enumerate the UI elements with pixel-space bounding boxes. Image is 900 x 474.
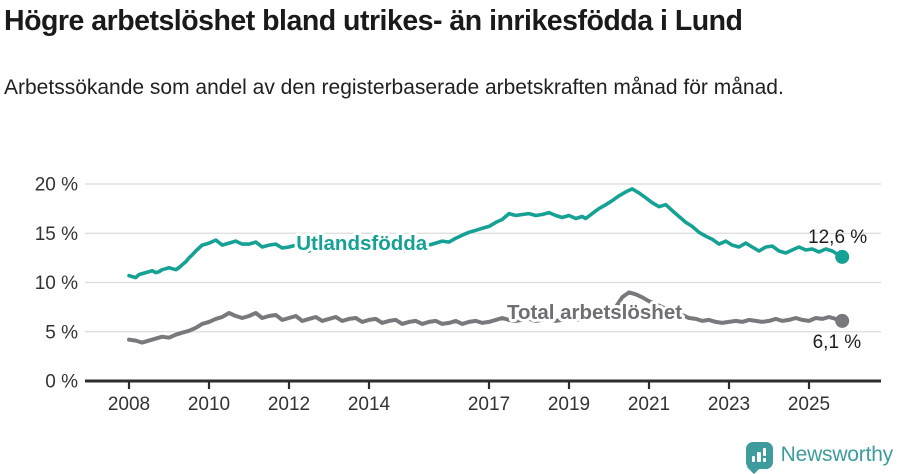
end-value-label: 12,6 % bbox=[808, 227, 867, 248]
end-point-dot bbox=[835, 249, 850, 264]
x-axis-label: 2010 bbox=[188, 394, 230, 415]
bar-chart-speech-bubble-icon bbox=[745, 441, 773, 474]
x-axis-label: 2017 bbox=[468, 394, 510, 415]
series-line-total bbox=[127, 290, 845, 345]
newsworthy-logo[interactable]: Newsworthy bbox=[745, 439, 894, 474]
x-axis-label: 2019 bbox=[548, 394, 590, 415]
x-axis-label: 2023 bbox=[708, 394, 750, 415]
series-label: Total arbetslöshet bbox=[507, 301, 682, 324]
series-line-utlandsfodda bbox=[127, 187, 845, 280]
end-value-label: 6,1 % bbox=[813, 332, 862, 353]
page-title: Högre arbetslöshet bland utrikes- än inr… bbox=[4, 5, 743, 37]
y-axis-label: 0 % bbox=[45, 372, 78, 393]
x-axis-label: 2012 bbox=[268, 394, 310, 415]
brand-name: Newsworthy bbox=[780, 443, 894, 466]
y-axis-label: 5 % bbox=[45, 322, 78, 343]
series-label: Utlandsfödda bbox=[296, 232, 428, 255]
x-axis-label: 2025 bbox=[788, 394, 830, 415]
page-subtitle: Arbetssökande som andel av den registerb… bbox=[4, 76, 784, 99]
y-axis-label: 15 % bbox=[35, 224, 78, 245]
x-axis-label: 2021 bbox=[628, 394, 670, 415]
y-axis-label: 10 % bbox=[35, 273, 78, 294]
end-point-dot bbox=[835, 313, 850, 328]
x-axis-label: 2014 bbox=[348, 394, 391, 415]
x-axis-label: 2008 bbox=[108, 394, 150, 415]
y-axis-label: 20 % bbox=[35, 175, 78, 196]
